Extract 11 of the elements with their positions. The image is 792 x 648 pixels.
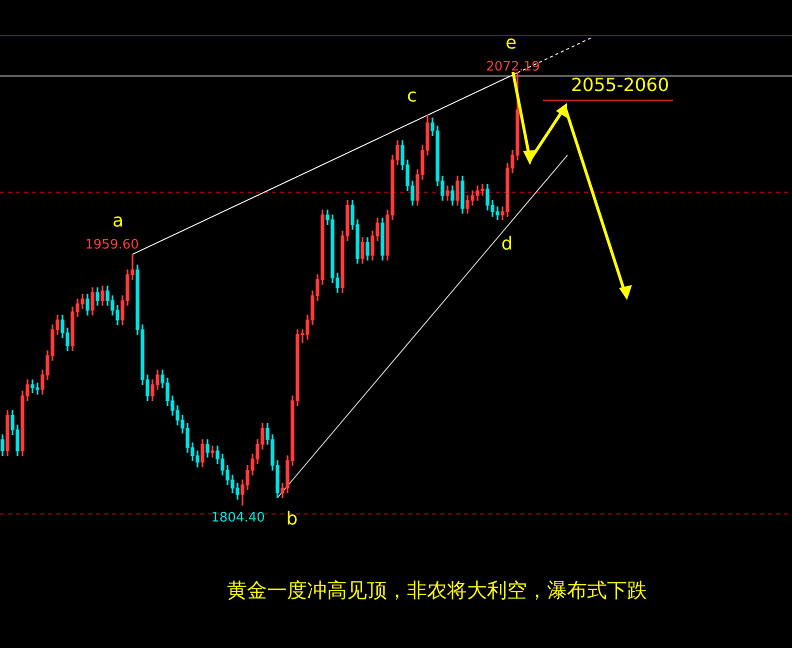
annotation: b	[286, 508, 298, 530]
annotation: 1959.60	[85, 237, 139, 252]
annotation: d	[501, 234, 513, 255]
annotation: a	[112, 210, 124, 232]
annotation: e	[505, 32, 517, 54]
annotation: c	[407, 86, 417, 107]
annotation: 1804.40	[211, 510, 265, 526]
ref-line-label: 2055-2060	[570, 74, 670, 96]
annotation: 黄金一度冲高见顶，非农将大利空，瀑布式下跌	[227, 578, 647, 602]
candlestick	[210, 446, 214, 458]
annotation: 2072.19	[486, 59, 540, 74]
